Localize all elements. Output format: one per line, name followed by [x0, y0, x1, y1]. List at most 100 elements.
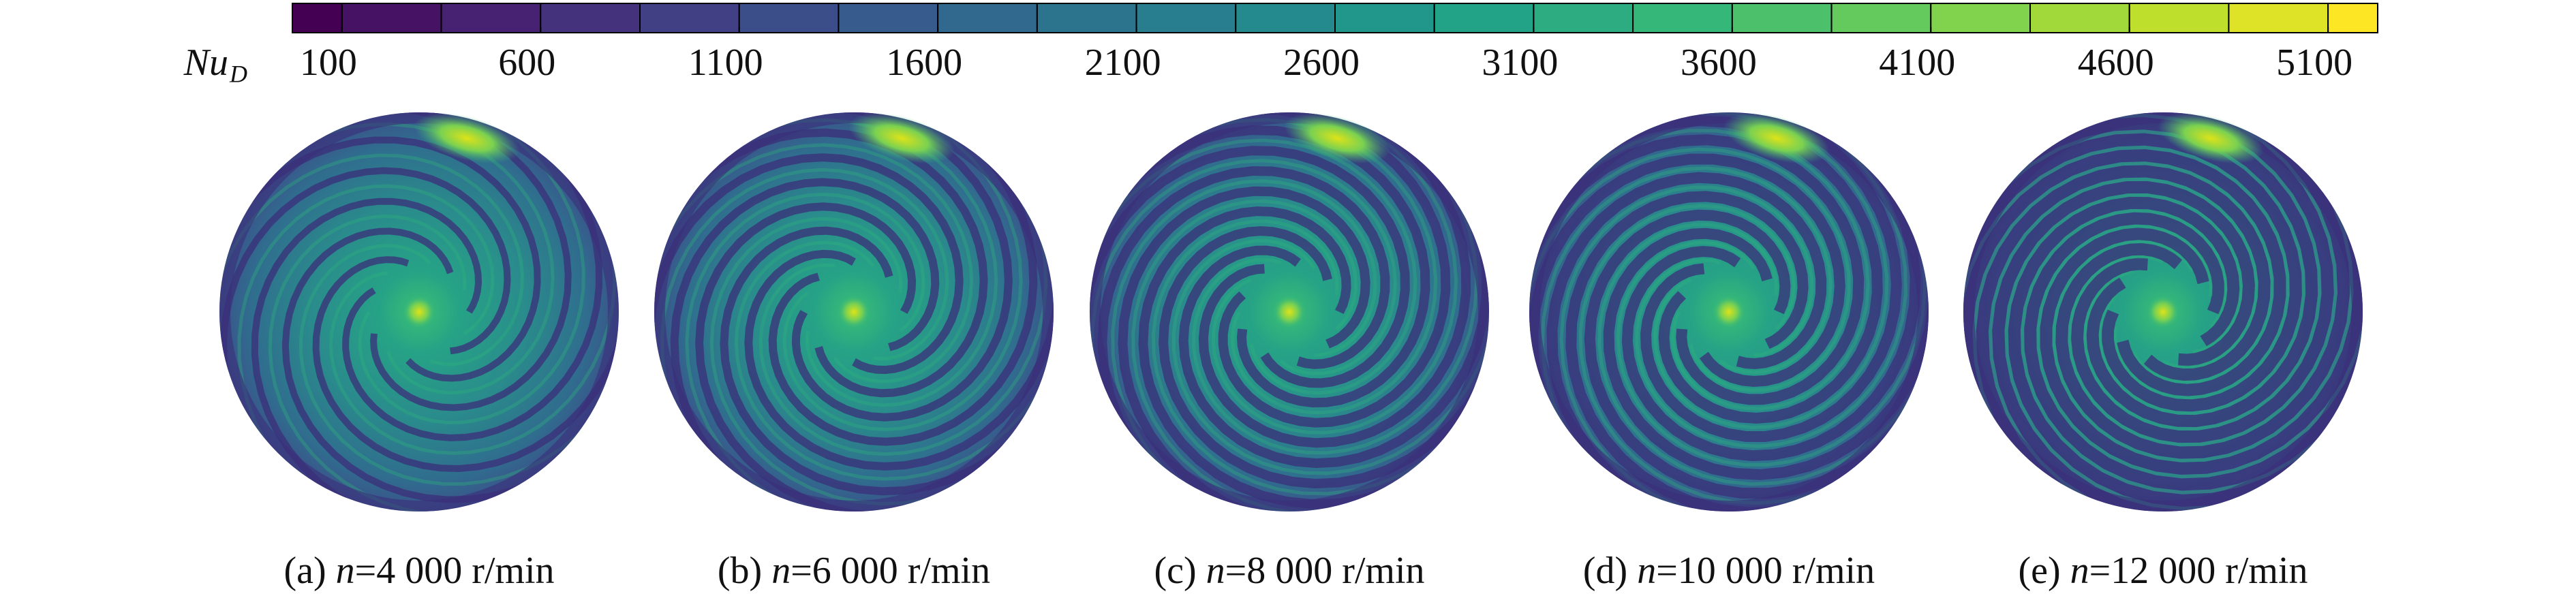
- panel-caption: (c) n=8 000 r/min: [1154, 550, 1424, 592]
- caption-variable: n: [336, 550, 355, 592]
- spiral-arm-dark: [2024, 212, 2363, 491]
- spiral-arm-dark: [1138, 206, 1420, 509]
- colorbar-tick-label: 4100: [1879, 42, 1955, 84]
- spiral-arm-dark: [1198, 114, 1471, 448]
- spiral-arm-light: [1989, 177, 2258, 512]
- spiral-arm-light: [1131, 199, 1358, 512]
- center-spot: [2147, 296, 2179, 328]
- spiral-arm-dark: [670, 178, 940, 494]
- colorbar-segment: [1036, 3, 1137, 33]
- spiral-arm-light: [734, 240, 1054, 481]
- spiral-arm-light: [1542, 129, 1870, 411]
- contour-panel: (c) n=8 000 r/min: [1090, 112, 1489, 592]
- center-spot: [1273, 296, 1306, 328]
- spiral-arm-dark: [2070, 112, 2334, 443]
- spiral-arm-light: [1152, 219, 1469, 496]
- spiral-arm-dark: [251, 198, 482, 512]
- spiral-arm-dark: [1159, 226, 1489, 489]
- spiral-arm-light: [758, 188, 1048, 456]
- colorbar-segment: [639, 3, 740, 33]
- colorbar-tick-label: 2100: [1085, 42, 1161, 84]
- spiral-arm-dark: [744, 249, 1054, 471]
- spiral-arm-light: [709, 217, 978, 506]
- spiral-arm-dark: [1529, 153, 1845, 426]
- caption-value: =12 000 r/min: [2089, 550, 2308, 592]
- caption-variable: n: [1637, 550, 1656, 592]
- spiral-arm-dark: [1218, 112, 1451, 428]
- colorbar-label-subscript: D: [229, 60, 247, 87]
- contour-panel: (a) n=4 000 r/min: [219, 112, 619, 592]
- spiral-arm-light: [1090, 159, 1397, 411]
- spiral-arm-light: [782, 112, 1023, 432]
- colorbar-segment: [937, 3, 1038, 33]
- spiral-arm-dark: [1621, 143, 1921, 462]
- spiral-arm-dark: [2008, 196, 2329, 507]
- spiral-arm-dark: [1108, 125, 1430, 408]
- spiral-arm-dark: [224, 136, 541, 382]
- caption-tag: (d): [1583, 550, 1627, 592]
- spiral-arm-light: [1192, 155, 1479, 455]
- spiral-arm-light: [2036, 224, 2363, 479]
- caption-variable: n: [1206, 550, 1225, 592]
- colorbar-tick-label: 2600: [1283, 42, 1360, 84]
- center-spot: [838, 296, 870, 328]
- colorbar-segment: [2029, 3, 2130, 33]
- caption-tag: (b): [718, 550, 762, 592]
- colorbar-tick-label: 3100: [1482, 42, 1558, 84]
- rim: [1529, 112, 1929, 512]
- spiral-arm-light: [1649, 112, 1889, 430]
- caption-value: =10 000 r/min: [1656, 550, 1875, 592]
- colorbar-segment: [2128, 3, 2230, 33]
- center-spot: [403, 296, 435, 328]
- colorbar-segment: [1731, 3, 1833, 33]
- spiral-arm-dark: [1584, 209, 1919, 499]
- spiral-arm-dark: [1097, 166, 1390, 470]
- colorbar-tick-label: 5100: [2276, 42, 2352, 84]
- colorbar-segment: [1632, 3, 1733, 33]
- spiral-arm-light: [1966, 129, 2305, 415]
- spiral-arm-dark: [2055, 112, 2350, 459]
- spiral-arm-dark: [312, 256, 619, 473]
- colorbar-segment: [292, 3, 343, 33]
- caption-tag: (c): [1154, 550, 1196, 592]
- spiral-arm-light: [358, 112, 585, 424]
- spiral-arm-light: [2068, 112, 2337, 447]
- colorbar-segment: [440, 3, 542, 33]
- spiral-arm-light: [328, 213, 617, 455]
- contour-panel: (e) n=12 000 r/min: [1963, 112, 2363, 592]
- rim: [1963, 112, 2363, 512]
- spiral-arm-light: [219, 153, 524, 366]
- colorbar-segment: [838, 3, 939, 33]
- hot-spot: [1723, 112, 1830, 164]
- colorbar-segment: [1433, 3, 1535, 33]
- panel-caption: (d) n=10 000 r/min: [1583, 550, 1875, 592]
- colorbar-segment: [1235, 3, 1336, 33]
- colorbar-segment: [1135, 3, 1237, 33]
- caption-value: =6 000 r/min: [791, 550, 990, 592]
- colorbar-segment: [341, 3, 442, 33]
- spiral-arm-dark: [1603, 227, 1929, 480]
- spiral-arm-light: [237, 184, 495, 482]
- spiral-arm-dark: [720, 226, 1036, 496]
- colorbar-tick-label: 100: [300, 42, 357, 84]
- hot-spot: [2158, 112, 2264, 164]
- spiral-arm-dark: [1640, 112, 1902, 443]
- colorbar-tick-label: 1100: [688, 42, 763, 84]
- spiral-arm-dark: [1963, 149, 2286, 427]
- spiral-arm-dark: [342, 141, 603, 441]
- spiral-arm-dark: [654, 153, 964, 375]
- spiral-arms: [654, 112, 1054, 512]
- rim: [1090, 112, 1489, 512]
- contour-panel: (d) n=10 000 r/min: [1529, 112, 1929, 592]
- panel-caption: (e) n=12 000 r/min: [2018, 550, 2307, 592]
- spiral-arm-light: [2004, 193, 2276, 511]
- spiral-arm-light: [1635, 112, 1907, 448]
- spiral-arm-dark: [695, 202, 917, 512]
- colorbar-segment: [2228, 3, 2329, 33]
- hot-spot: [848, 112, 955, 164]
- spiral-arm-light: [2021, 208, 2360, 494]
- spiral-arm-light: [685, 192, 925, 512]
- spiral-arm-light: [1529, 147, 1851, 392]
- colorbar-tick-label: 3600: [1681, 42, 1757, 84]
